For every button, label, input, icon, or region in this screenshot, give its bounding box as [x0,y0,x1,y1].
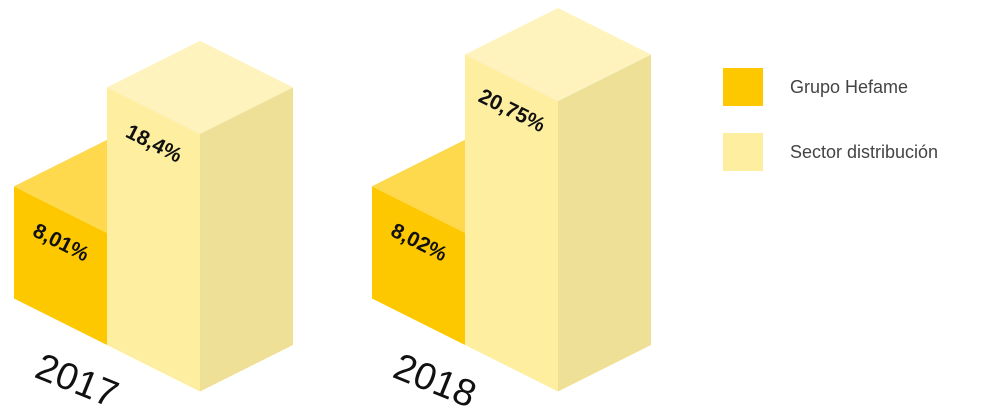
bar [107,40,293,392]
bar-front [372,186,465,345]
bar-top [465,8,651,101]
bar-front [14,186,107,345]
bar-front [465,54,558,392]
x-tick-label: 2018 [388,346,482,414]
bar-front [107,87,200,392]
bar-side [558,54,651,392]
legend-swatch [723,133,763,171]
legend-label: Sector distribución [790,142,938,162]
legend-swatch [723,68,763,106]
bar-top [107,40,293,134]
bar [465,8,651,392]
x-tick-label: 2017 [30,346,124,414]
bar-side [200,87,293,392]
legend-label: Grupo Hefame [790,77,908,97]
